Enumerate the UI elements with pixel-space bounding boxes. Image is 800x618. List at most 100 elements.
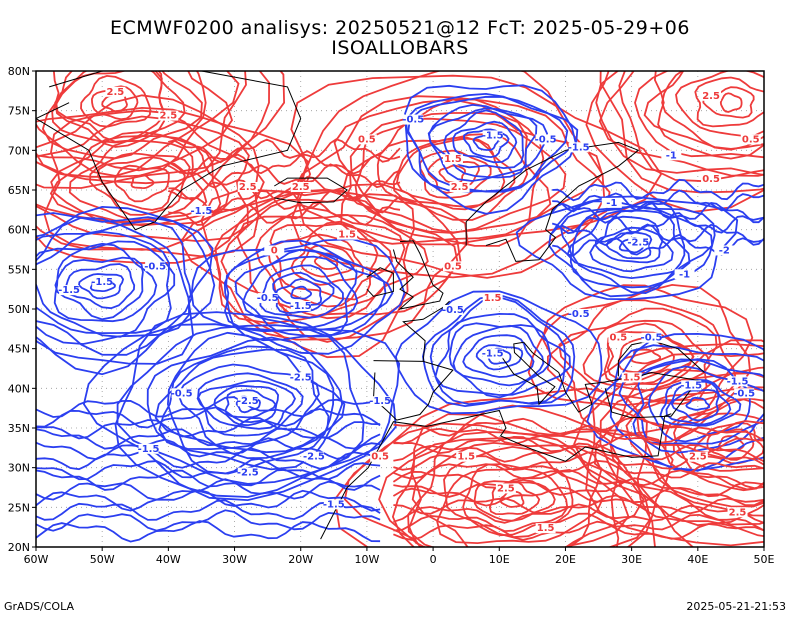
- contour-label: -2.5: [290, 372, 312, 383]
- negative-isoallobar: [190, 238, 406, 355]
- ireland-coast: [366, 267, 394, 297]
- negative-isoallobar: [670, 388, 720, 422]
- negative-isoallobar: [224, 248, 394, 333]
- positive-isoallobar: [80, 74, 152, 128]
- britain-coast: [392, 240, 444, 310]
- contour-label: 1.5: [457, 452, 475, 463]
- contour-label-bg: [323, 499, 344, 510]
- lat-tick-label: 30N: [8, 462, 30, 475]
- contour-label: -1.5: [482, 130, 504, 141]
- timestamp-label: 2025-05-21-21:53: [686, 600, 786, 613]
- positive-isoallobar: [68, 139, 208, 221]
- negative-isoallobar: [452, 120, 518, 164]
- positive-isoallobar: [343, 422, 674, 547]
- contour-labels: 2.5 1.5 2.5 1.5 2.5 2.5 2.5 0.5 0.5 0 1.5 0.5 1.5 2.5…: [58, 86, 761, 534]
- lon-tick-label: 50W: [90, 553, 115, 566]
- contour-label-bg: [535, 523, 556, 534]
- positive-isoallobar: [36, 71, 207, 177]
- contour-label-bg: [171, 388, 192, 399]
- positive-isoallobar: [220, 193, 415, 343]
- contour-label-bg: [237, 467, 258, 478]
- contour-label: 1.5: [444, 154, 462, 165]
- contour-label: -1.5: [482, 349, 504, 360]
- lat-tick-label: 70N: [8, 144, 30, 157]
- greenland-coast: [36, 71, 302, 231]
- negative-isoallobar: [685, 396, 711, 411]
- positive-isoallobar: [694, 76, 764, 128]
- contour-label-bg: [701, 90, 722, 101]
- positive-isoallobar: [50, 131, 222, 226]
- negative-isoallobar: [223, 239, 387, 342]
- contour-label-bg: [740, 134, 761, 145]
- contour-label: -2.5: [627, 238, 649, 249]
- positive-isoallobar: [407, 431, 630, 547]
- positive-isoallobar: [585, 343, 764, 547]
- contour-label-bg: [482, 348, 503, 359]
- contour-label: -0.5: [733, 388, 755, 399]
- positive-isoallobar: [625, 372, 764, 517]
- positive-isoallobar: [599, 339, 764, 538]
- contour-label: 0.5: [444, 261, 462, 272]
- contour-label-bg: [303, 451, 324, 462]
- positive-isoallobar: [378, 404, 620, 547]
- negative-isoallobar: [462, 334, 535, 378]
- scandinavia-coast: [465, 141, 640, 262]
- positive-isoallobar: [255, 207, 406, 319]
- contour-label: -1: [666, 150, 677, 161]
- contour-label: -1: [679, 269, 690, 280]
- lat-tick-label: 50N: [8, 303, 30, 316]
- positive-isoallobar: [36, 115, 250, 243]
- positive-isoallobar: [167, 163, 401, 189]
- negative-isoallobar: [36, 457, 381, 481]
- negative-isoallobar: [434, 312, 571, 396]
- positive-isoallobar: [636, 387, 764, 508]
- contour-label: -1: [606, 198, 617, 209]
- positive-isoallobar: [393, 494, 764, 515]
- negative-isoallobar: [290, 285, 313, 300]
- contour-label: -1.5: [290, 301, 312, 312]
- positive-isoallobar: [661, 71, 764, 151]
- contour-label: 2.5: [689, 452, 707, 463]
- negative-isoallobar: [552, 189, 764, 213]
- positive-isoallobar: [573, 352, 764, 547]
- contour-label: 0: [271, 245, 278, 256]
- negative-isoallobar: [54, 256, 144, 321]
- lon-tick-label: 30W: [222, 553, 247, 566]
- contour-label-bg: [105, 86, 126, 97]
- positive-isoallobar: [462, 463, 569, 537]
- contour-label: 2.5: [451, 182, 469, 193]
- contour-label-bg: [661, 150, 682, 161]
- negative-isoallobar: [36, 212, 216, 376]
- negative-isoallobar: [158, 345, 346, 454]
- contour-label-bg: [442, 154, 463, 165]
- contour-label-bg: [138, 443, 159, 454]
- contour-label-bg: [145, 261, 166, 272]
- contour-label: 1.5: [338, 230, 356, 241]
- positive-isoallobar: [113, 164, 170, 203]
- negative-isoallobar: [36, 509, 381, 532]
- contour-label: -0.5: [568, 309, 590, 320]
- contour-label: -2.5: [303, 452, 325, 463]
- positive-isoallobar: [393, 512, 764, 533]
- contour-label: -1.5: [568, 142, 590, 153]
- contour-label: 1.5: [484, 293, 502, 304]
- lat-tick-label: 65N: [8, 184, 30, 197]
- contour-label: 1.5: [623, 372, 641, 383]
- lat-tick-label: 40N: [8, 382, 30, 395]
- negative-isoallobar: [552, 178, 764, 202]
- positive-isoallobar: [547, 299, 738, 407]
- positive-isoallobar: [719, 92, 743, 113]
- contour-label-bg: [535, 134, 556, 145]
- contour-label: -1.5: [680, 380, 702, 391]
- contour-label: 2.5: [702, 91, 720, 102]
- negative-isoallobar: [36, 499, 381, 521]
- negative-isoallobar: [659, 378, 742, 427]
- contour-label-bg: [264, 245, 285, 256]
- negative-isoallobar: [36, 396, 381, 418]
- lat-tick-label: 55N: [8, 263, 30, 276]
- contour-label: -1.5: [91, 277, 113, 288]
- negative-isoallobar: [36, 230, 172, 335]
- contour-label-bg: [568, 308, 589, 319]
